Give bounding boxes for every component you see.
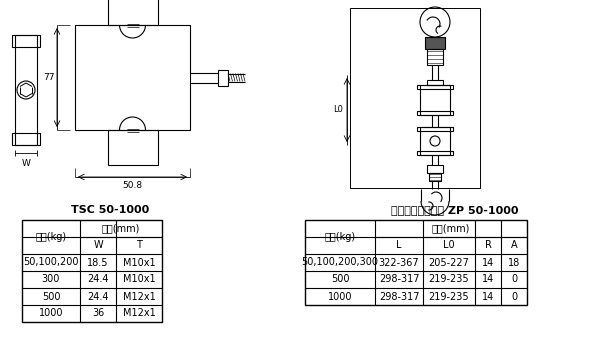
Text: 50,100,200,300: 50,100,200,300	[302, 257, 379, 267]
Text: 300: 300	[42, 274, 60, 284]
Bar	[108, 130, 158, 165]
Text: 1000: 1000	[327, 292, 352, 302]
Text: M12x1: M12x1	[123, 292, 155, 302]
Text: L0: L0	[333, 105, 343, 115]
Bar	[305, 220, 527, 305]
Text: 0: 0	[511, 274, 517, 284]
Text: M10x1: M10x1	[123, 257, 155, 267]
Bar	[12, 35, 40, 47]
Bar	[417, 111, 453, 115]
Text: L: L	[396, 241, 402, 251]
Text: 尺寸(mm): 尺寸(mm)	[432, 224, 470, 234]
Text: 298-317: 298-317	[379, 292, 419, 302]
Bar	[218, 69, 228, 85]
Text: 14: 14	[482, 257, 494, 267]
Text: 关节轴承式连接件 ZP 50-1000: 关节轴承式连接件 ZP 50-1000	[391, 205, 519, 215]
Bar	[420, 127, 450, 155]
Text: 219-235: 219-235	[429, 292, 470, 302]
Text: 36: 36	[92, 309, 104, 319]
Text: 0: 0	[511, 292, 517, 302]
Bar	[427, 165, 443, 173]
Bar	[425, 37, 445, 49]
Text: 尺寸(mm): 尺寸(mm)	[102, 224, 140, 234]
Text: R: R	[485, 241, 491, 251]
Text: 205-227: 205-227	[429, 257, 470, 267]
Text: 18: 18	[508, 257, 520, 267]
Text: 18.5: 18.5	[87, 257, 109, 267]
Bar	[350, 8, 480, 188]
Text: M10x1: M10x1	[123, 274, 155, 284]
Bar	[429, 173, 441, 181]
Text: 219-235: 219-235	[429, 274, 470, 284]
Text: M12x1: M12x1	[123, 309, 155, 319]
Text: 容量(kg): 容量(kg)	[324, 232, 356, 242]
Bar	[427, 80, 443, 85]
Text: 容量(kg): 容量(kg)	[36, 232, 67, 242]
Text: 1000: 1000	[39, 309, 63, 319]
Text: 322-367: 322-367	[379, 257, 420, 267]
Text: L0: L0	[443, 241, 455, 251]
Bar	[12, 133, 40, 145]
Text: T: T	[136, 241, 142, 251]
Bar	[427, 49, 443, 65]
Bar	[22, 220, 162, 322]
Bar	[108, 0, 158, 25]
Text: TSC 50-1000: TSC 50-1000	[71, 205, 149, 215]
Bar	[420, 85, 450, 115]
Bar	[417, 85, 453, 89]
Text: A: A	[510, 241, 517, 251]
Text: 77: 77	[43, 73, 55, 82]
Text: 24.4: 24.4	[87, 274, 109, 284]
Text: 50,100,200: 50,100,200	[23, 257, 79, 267]
Bar	[75, 25, 190, 130]
Bar	[15, 35, 37, 145]
Text: W: W	[22, 158, 31, 168]
Text: 298-317: 298-317	[379, 274, 419, 284]
Bar	[417, 151, 453, 155]
Text: W: W	[93, 241, 103, 251]
Bar	[417, 127, 453, 131]
Text: 14: 14	[482, 292, 494, 302]
Text: 500: 500	[330, 274, 349, 284]
Text: 50.8: 50.8	[122, 180, 143, 189]
Text: 24.4: 24.4	[87, 292, 109, 302]
Text: 14: 14	[482, 274, 494, 284]
Text: 500: 500	[42, 292, 60, 302]
